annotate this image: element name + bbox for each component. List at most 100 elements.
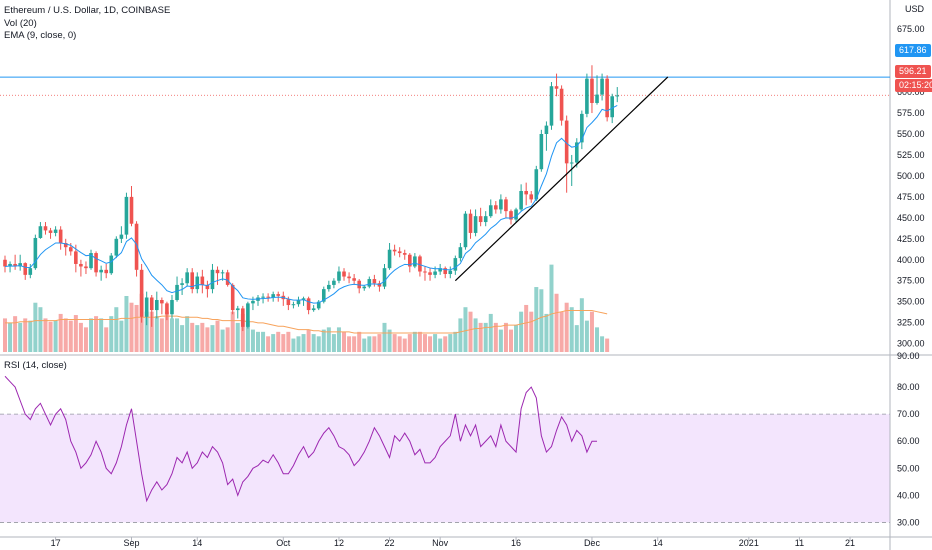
price-tick-label: 675.00 [897, 24, 925, 34]
candle-body [144, 297, 149, 317]
candle-body [564, 120, 569, 164]
candle-body [266, 296, 270, 298]
candle-body [488, 205, 493, 217]
time-tick-label: Sep [123, 538, 139, 548]
time-tick-label: 14 [192, 538, 202, 548]
candle-body [48, 230, 53, 233]
ema-line-path [4, 105, 618, 304]
price-tick-label: 325.00 [897, 318, 925, 328]
candle-body [539, 134, 544, 170]
rsi-tick-label: 30.00 [897, 517, 920, 527]
volume-bar [473, 318, 478, 352]
candle-body [544, 125, 549, 134]
volume-bar [433, 334, 438, 352]
rsi-legend[interactable]: RSI (14, close) [4, 360, 67, 371]
time-tick-label: 22 [385, 538, 395, 548]
time-tick-label: Oct [276, 538, 291, 548]
rsi-tick-label: 80.00 [897, 382, 920, 392]
volume-bar [185, 316, 190, 352]
volume-bar [250, 329, 255, 352]
volume-bar [271, 334, 276, 352]
volume-bar [579, 298, 584, 352]
volume-bar [109, 316, 114, 352]
symbol-legend[interactable]: Ethereum / U.S. Dollar, 1D, COINBASE [4, 5, 171, 16]
horizontal-levels[interactable] [0, 76, 890, 96]
volume-bar [412, 331, 417, 352]
time-tick-label: 2021 [739, 538, 759, 548]
candle-body [574, 142, 579, 163]
rsi-band-fill [0, 414, 890, 523]
volume-bar [372, 336, 377, 352]
candle-body [43, 226, 48, 231]
trendline[interactable] [454, 76, 669, 282]
volume-bar [73, 315, 78, 352]
candle-body [114, 238, 119, 256]
candle-body [382, 268, 387, 287]
candle-body [28, 268, 33, 275]
volume-bar [367, 336, 372, 352]
volume-bar [48, 321, 53, 352]
candle-body [483, 216, 488, 223]
volume-bar [311, 334, 316, 352]
ascending-trendline [454, 76, 669, 282]
candle-body [235, 308, 240, 311]
volume-bar [352, 336, 357, 352]
volume-bar [326, 327, 331, 352]
candle-body [362, 286, 367, 289]
candle-body [175, 284, 179, 301]
candle-body [569, 162, 574, 164]
candle-body [387, 249, 392, 269]
candle-body [296, 300, 301, 305]
ema-line [4, 105, 618, 304]
candle-body [68, 247, 73, 252]
candle-body [585, 78, 589, 114]
volume-bar [134, 304, 139, 352]
price-tick-label: 475.00 [897, 192, 925, 202]
volume-bar [28, 320, 33, 352]
candle-body [215, 269, 220, 274]
candle-body [261, 296, 265, 298]
rsi-band [0, 413, 890, 523]
volume-bar [463, 307, 468, 352]
time-tick-label: Nov [432, 538, 449, 548]
candle-body [514, 209, 518, 220]
volume-bar [514, 325, 519, 352]
volume-bar [240, 313, 245, 352]
rsi-line [4, 375, 598, 503]
volume-bar [230, 311, 235, 352]
candle-body [84, 266, 88, 269]
volume-bar [169, 318, 174, 352]
time-tick-label: 14 [653, 538, 663, 548]
candle-body [524, 191, 528, 195]
volume-bar [443, 336, 448, 352]
candle-body [352, 278, 356, 281]
ema-legend[interactable]: EMA (9, close, 0) [4, 30, 77, 41]
volume-bar [595, 327, 600, 352]
candle-body [225, 272, 230, 285]
volume-bar [417, 331, 422, 352]
candle-body [58, 229, 63, 243]
candle-body [372, 279, 377, 284]
volume-bar [33, 302, 38, 352]
volume-bar [58, 313, 63, 352]
candle-body [23, 263, 28, 275]
volume-bar [397, 336, 402, 352]
axes[interactable]: 675.00650.00625.00600.00575.00550.00525.… [51, 4, 925, 548]
volume-bar [316, 336, 321, 352]
candle-body [504, 199, 508, 212]
candle-body [423, 271, 427, 273]
volume-bar [261, 331, 266, 352]
volume-bar [600, 336, 605, 352]
price-tick-label: 550.00 [897, 129, 925, 139]
volume-bar [291, 338, 296, 352]
candle-body [499, 199, 503, 210]
candle-body [478, 216, 483, 223]
time-tick-label: 16 [511, 538, 521, 548]
price-tick-label: 500.00 [897, 171, 925, 181]
candle-body [149, 297, 154, 311]
candle-body [210, 269, 215, 290]
volume-legend[interactable]: Vol (20) [4, 18, 37, 29]
volume-bar [23, 318, 28, 352]
